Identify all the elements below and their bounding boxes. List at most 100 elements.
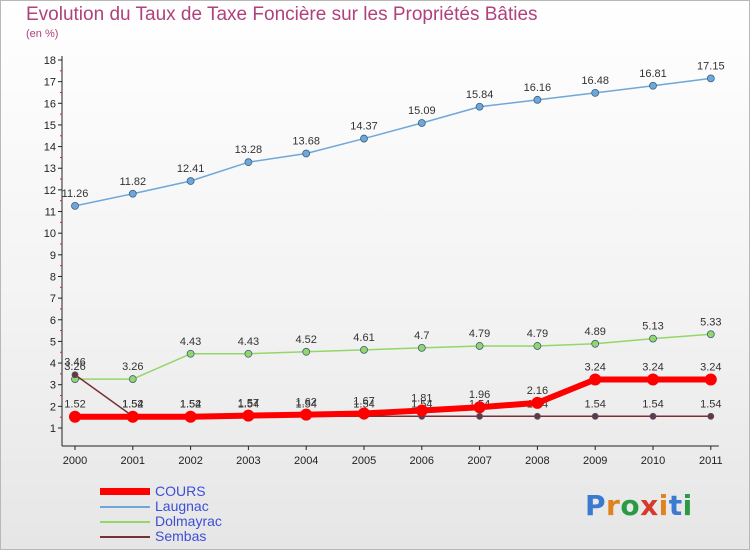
data-label-dolmayrac: 3.26	[64, 361, 85, 373]
data-label-dolmayrac: 4.79	[527, 328, 548, 340]
logo-letter: r	[606, 489, 621, 522]
data-label-laugnac: 12.41	[177, 163, 205, 175]
data-point-laugnac	[591, 89, 600, 97]
series-line-cours	[72, 376, 714, 420]
chart-title: Evolution du Taux de Taxe Foncière sur l…	[26, 4, 538, 25]
y-tick-label: 4	[50, 358, 56, 370]
data-label-cours: 3.24	[642, 362, 663, 374]
data-label-laugnac: 11.82	[119, 176, 146, 188]
data-point-laugnac	[533, 95, 542, 104]
legend-label: Laugnac	[155, 498, 209, 514]
data-point-dolmayrac	[706, 330, 715, 339]
data-point-dolmayrac	[186, 349, 195, 358]
data-point-dolmayrac	[417, 344, 426, 352]
data-point-dolmayrac	[128, 375, 137, 383]
y-tick-label: 17	[44, 77, 56, 89]
legend-label: COURS	[155, 483, 206, 499]
data-label-sembas: 1.54	[295, 398, 316, 410]
data-point-cours	[473, 401, 486, 414]
data-point-laugnac	[71, 202, 79, 210]
data-label-cours: 3.24	[700, 362, 721, 374]
data-label-sembas: 1.54	[122, 398, 143, 410]
data-label-laugnac: 13.28	[235, 144, 263, 156]
x-tick-label: 2008	[525, 455, 549, 467]
data-point-laugnac	[244, 158, 253, 167]
logo-letter: t	[668, 489, 683, 522]
data-label-laugnac: 16.16	[524, 82, 552, 94]
data-point-cours	[242, 409, 255, 422]
series-line-dolmayrac	[74, 333, 712, 380]
data-point-cours	[126, 410, 139, 423]
y-tick-label: 2	[50, 401, 56, 413]
x-tick-label: 2003	[236, 455, 260, 467]
y-tick-label: 7	[50, 293, 56, 305]
y-tick-label: 9	[50, 250, 56, 262]
data-point-sembas	[591, 412, 599, 420]
y-tick-label: 6	[50, 315, 56, 327]
data-label-laugnac: 17.15	[697, 60, 725, 72]
data-label-dolmayrac: 5.13	[642, 321, 663, 333]
y-tick-label: 13	[44, 163, 56, 175]
data-point-sembas	[649, 412, 657, 420]
legend-swatch	[100, 506, 150, 508]
data-point-laugnac	[360, 134, 368, 143]
proxiti-logo: Proxiti	[585, 489, 693, 522]
logo-letter: o	[620, 489, 641, 522]
chart-subtitle: (en %)	[26, 28, 59, 40]
data-label-cours: 3.24	[584, 362, 605, 374]
data-point-cours	[415, 404, 428, 417]
logo-letter: P	[585, 489, 607, 522]
data-point-laugnac	[706, 74, 715, 83]
legend-swatch	[100, 536, 150, 538]
x-tick-label: 2006	[410, 455, 434, 467]
logo-letter: i	[658, 489, 669, 522]
y-tick-label: 15	[44, 120, 56, 132]
data-point-cours	[647, 373, 659, 386]
x-tick-label: 2001	[121, 455, 145, 467]
data-point-dolmayrac	[533, 342, 542, 350]
data-point-dolmayrac	[360, 345, 368, 354]
data-label-laugnac: 14.37	[350, 121, 378, 133]
data-point-dolmayrac	[591, 339, 600, 348]
data-point-sembas	[476, 412, 484, 420]
legend-label: Sembas	[155, 528, 207, 544]
data-point-cours	[300, 408, 313, 421]
data-label-dolmayrac: 4.43	[180, 336, 201, 348]
data-point-cours	[69, 410, 81, 423]
data-label-sembas: 3.46	[64, 357, 85, 369]
legend-swatch	[100, 521, 150, 523]
data-point-cours	[704, 373, 717, 386]
data-label-laugnac: 16.48	[581, 75, 609, 87]
data-label-cours: 1.52	[64, 399, 85, 411]
logo-letter: x	[640, 489, 659, 522]
data-label-cours: 2.16	[527, 385, 548, 397]
data-label-laugnac: 13.68	[292, 136, 320, 148]
data-point-laugnac	[475, 102, 484, 111]
x-tick-label: 2007	[467, 455, 491, 467]
series-line-laugnac	[74, 77, 712, 207]
data-point-cours	[589, 373, 602, 386]
legend-swatch	[100, 488, 150, 495]
y-tick-label: 12	[44, 185, 56, 197]
data-point-laugnac	[128, 189, 137, 198]
data-label-dolmayrac: 4.61	[353, 332, 374, 344]
data-label-dolmayrac: 4.52	[295, 334, 316, 346]
x-tick-label: 2010	[641, 455, 665, 467]
data-point-laugnac	[302, 149, 311, 158]
data-label-cours: 1.96	[469, 389, 490, 401]
y-tick-label: 14	[44, 142, 56, 154]
data-point-laugnac	[186, 177, 195, 185]
data-point-cours	[531, 396, 544, 409]
data-label-cours: 1.67	[353, 395, 374, 407]
data-point-dolmayrac	[302, 347, 311, 356]
data-label-dolmayrac: 4.79	[469, 328, 490, 340]
y-tick-label: 8	[50, 271, 56, 283]
data-label-cours: 1.81	[411, 392, 432, 404]
data-label-dolmayrac: 5.33	[700, 316, 721, 328]
data-label-cours: 1.57	[238, 398, 259, 410]
data-label-laugnac: 11.26	[62, 188, 89, 200]
x-tick-label: 2004	[294, 455, 318, 467]
data-label-sembas: 1.54	[353, 398, 374, 410]
